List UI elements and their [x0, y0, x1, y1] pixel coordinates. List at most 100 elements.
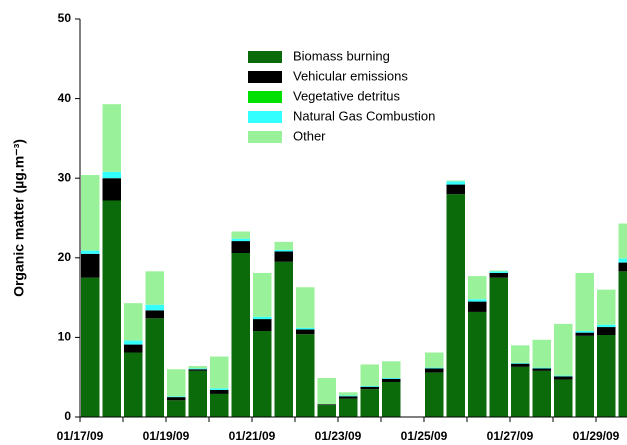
bar-segment	[102, 104, 121, 172]
legend-label: Natural Gas Combustion	[293, 108, 435, 123]
x-tick-label: 01/21/09	[229, 429, 276, 443]
bar-segment	[597, 327, 616, 336]
bar-segment	[575, 331, 594, 333]
bar-segment	[597, 324, 616, 328]
bar-segment	[124, 340, 143, 345]
bar-segment	[102, 200, 121, 417]
bar-segment	[446, 180, 465, 182]
bar-segment	[124, 303, 143, 341]
bar-segment	[167, 369, 186, 397]
bar-segment	[575, 332, 594, 336]
bar-segment	[317, 377, 336, 405]
bar-segment	[360, 364, 379, 386]
bar-segment	[511, 366, 530, 417]
y-tick-label: 0	[64, 409, 71, 423]
bar-segment	[124, 344, 143, 353]
legend-label: Other	[293, 128, 326, 143]
bar-segment	[360, 385, 379, 387]
bar-segment	[210, 389, 229, 394]
bar-segment	[274, 251, 293, 262]
bar-segment	[468, 311, 487, 417]
bar-segment	[382, 377, 401, 379]
legend-swatch	[248, 111, 282, 123]
bar-segment	[231, 241, 250, 254]
bar-segment	[253, 272, 272, 317]
bar-segment	[188, 366, 207, 369]
bar-segment	[210, 388, 229, 390]
bar-segment	[575, 335, 594, 417]
bar-segment	[446, 184, 465, 195]
bar-segment	[253, 316, 272, 320]
bar-segment	[618, 262, 627, 272]
bar-segment	[618, 271, 627, 417]
bar-segment	[511, 362, 530, 364]
legend-swatch	[248, 91, 282, 103]
bar-segment	[575, 272, 594, 332]
legend-swatch	[248, 131, 282, 143]
bar-segment	[511, 363, 530, 367]
bar-segment	[188, 369, 207, 371]
bar-segment	[274, 241, 293, 250]
bar-segment	[231, 231, 250, 239]
bar-segment	[360, 389, 379, 417]
bar-segment	[317, 405, 336, 417]
y-tick-label: 30	[58, 170, 72, 184]
bar-segment	[167, 396, 186, 398]
x-tick-label: 01/27/09	[487, 429, 534, 443]
bar-segment	[296, 327, 315, 330]
bar-segment	[554, 376, 573, 380]
legend-label: Biomass burning	[293, 48, 390, 63]
bar-segment	[425, 372, 444, 417]
bar-segment	[188, 370, 207, 417]
legend-swatch	[248, 51, 282, 63]
bar-segment	[253, 331, 272, 417]
bar-segment	[425, 367, 444, 369]
bar-segment	[167, 397, 186, 401]
bar-segment	[468, 276, 487, 300]
bar-segment	[210, 356, 229, 389]
y-tick-label: 20	[58, 250, 72, 264]
bar-segment	[188, 368, 207, 370]
x-tick-label: 01/19/09	[143, 429, 190, 443]
bar-segment	[124, 352, 143, 417]
bar-segment	[446, 194, 465, 417]
bar-segment	[360, 386, 379, 390]
y-tick-label: 50	[58, 11, 72, 25]
bar-segment	[145, 310, 164, 319]
bar-segment	[274, 261, 293, 417]
bar-segment	[382, 361, 401, 378]
bar-segment	[618, 258, 627, 263]
bar-segment	[382, 378, 401, 382]
bar-segment	[81, 175, 100, 251]
bar-segment	[231, 238, 250, 242]
bar-segment	[468, 299, 487, 302]
bar-segment	[382, 381, 401, 417]
bar-segment	[597, 289, 616, 325]
bar-segment	[339, 398, 358, 417]
x-tick-label: 01/23/09	[315, 429, 362, 443]
bar-segment	[317, 404, 336, 406]
bar-segment	[339, 396, 358, 399]
bar-segment	[81, 253, 100, 278]
bar-segment	[489, 277, 508, 417]
bar-segment	[468, 301, 487, 312]
bar-segment	[532, 367, 551, 369]
y-tick-label: 10	[58, 330, 72, 344]
y-tick-label: 40	[58, 91, 72, 105]
bar-segment	[597, 335, 616, 417]
bar-segment	[81, 277, 100, 417]
bar-segment	[296, 334, 315, 417]
bar-segment	[532, 368, 551, 371]
bar-segment	[231, 253, 250, 417]
bar-segment	[274, 249, 293, 252]
x-tick-label: 01/17/09	[57, 429, 104, 443]
bar-segment	[339, 392, 358, 396]
y-axis-label: Organic matter (µg.m⁻³)	[11, 139, 27, 297]
legend-label: Vehicular emissions	[293, 68, 408, 83]
legend-swatch	[248, 71, 282, 83]
bar-segment	[81, 250, 100, 254]
bar-segment	[296, 287, 315, 328]
bar-segment	[511, 345, 530, 363]
